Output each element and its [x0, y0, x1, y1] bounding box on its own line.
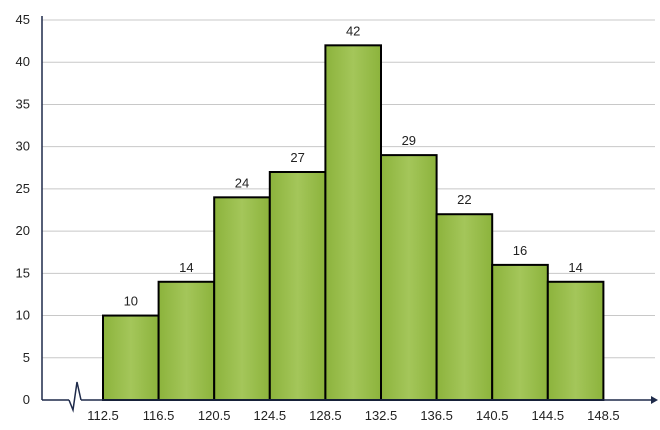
- x-tick-label: 144.5: [532, 408, 565, 423]
- histogram-bar: [102, 314, 160, 401]
- data-labels: 10 14 24 27 42 29 22 16 14: [124, 23, 583, 308]
- y-tick-label: 20: [16, 223, 30, 238]
- data-label: 29: [402, 133, 416, 148]
- y-tick-label: 15: [16, 265, 30, 280]
- histogram-bar: [546, 280, 605, 401]
- data-label: 24: [235, 175, 249, 190]
- data-label: 10: [124, 294, 138, 309]
- histogram-bar: [157, 280, 216, 401]
- y-axis-tick-labels: 0 5 10 15 20 25 30 35 40 45: [16, 12, 30, 407]
- histogram-bar: [380, 154, 438, 401]
- x-tick-label: 148.5: [587, 408, 620, 423]
- histogram-bar: [213, 196, 271, 401]
- data-label: 22: [457, 192, 471, 207]
- y-tick-label: 0: [23, 392, 30, 407]
- x-tick-label: 140.5: [476, 408, 509, 423]
- x-tick-label: 112.5: [87, 408, 119, 423]
- x-tick-label: 116.5: [143, 408, 175, 423]
- data-label: 14: [568, 260, 582, 275]
- axis-break-symbol: [68, 381, 82, 413]
- data-label: 14: [179, 260, 193, 275]
- x-tick-label: 132.5: [365, 408, 398, 423]
- axes: [41, 16, 658, 413]
- x-tick-label: 136.5: [420, 408, 453, 423]
- y-tick-label: 45: [16, 12, 30, 27]
- histogram-bar: [324, 44, 382, 401]
- histogram-bar: [268, 171, 327, 401]
- y-tick-label: 10: [16, 308, 30, 323]
- data-label: 42: [346, 23, 360, 38]
- x-tick-label: 124.5: [254, 408, 287, 423]
- x-tick-label: 120.5: [198, 408, 231, 423]
- y-tick-label: 40: [16, 54, 30, 69]
- x-tick-label: 128.5: [309, 408, 342, 423]
- x-axis-tick-labels: 112.5 116.5 120.5 124.5 128.5 132.5 136.5 140.5…: [87, 408, 619, 423]
- bars: [102, 44, 605, 401]
- histogram-bar: [435, 213, 494, 401]
- y-tick-label: 5: [23, 350, 30, 365]
- y-tick-label: 30: [16, 139, 30, 154]
- x-axis-arrowhead: [651, 396, 658, 404]
- data-label: 16: [513, 243, 527, 258]
- y-tick-label: 25: [16, 181, 30, 196]
- histogram-bar: [491, 263, 549, 401]
- data-label: 27: [290, 150, 304, 165]
- y-tick-label: 35: [16, 96, 30, 111]
